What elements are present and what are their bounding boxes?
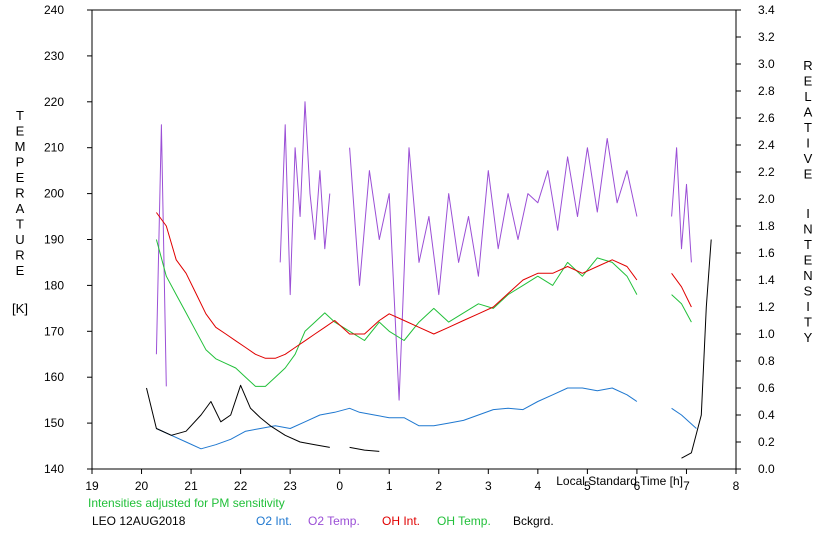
legend: O2 Int. O2 Temp. OH Int. OH Temp. Bckgrd… — [256, 514, 554, 528]
y-left-label-letter: T — [16, 217, 24, 232]
x-tick-label: 21 — [184, 479, 198, 493]
y-right-label-letter: R — [803, 58, 812, 73]
legend-oh-int: OH Int. — [382, 514, 420, 528]
series-line-oh-int — [155, 212, 692, 359]
x-tick-label: 7 — [683, 479, 690, 493]
y-right-tick-label: 0.6 — [758, 381, 775, 395]
series-line-bckgrd — [146, 239, 712, 459]
y-right-label-letter: E — [804, 74, 813, 89]
y-left-label-letter: M — [15, 139, 26, 154]
y-right-tick-label: 0.8 — [758, 354, 775, 368]
y-left-label-letter: T — [16, 108, 24, 123]
y-right-tick-label: 2.2 — [758, 165, 775, 179]
y-right-tick-label: 1.4 — [758, 273, 775, 287]
y-right-label-letter: T — [804, 237, 812, 252]
x-tick-label: 2 — [435, 479, 442, 493]
y-right-label-letter: N — [803, 268, 812, 283]
x-tick-label: 1 — [386, 479, 393, 493]
y-right-tick-label: 1.8 — [758, 219, 775, 233]
y-left-tick-label: 140 — [44, 462, 64, 476]
x-tick-label: 8 — [733, 479, 740, 493]
y-left-label-letter: E — [16, 170, 25, 185]
y-right-label-letter: I — [806, 299, 810, 314]
y-right-label-letter: L — [804, 89, 811, 104]
x-tick-label: 22 — [234, 479, 248, 493]
legend-oh-temp: OH Temp. — [437, 514, 491, 528]
y-right-label-letter: A — [804, 105, 813, 120]
y-right-label-letter: N — [803, 222, 812, 237]
y-right-tick-label: 1.6 — [758, 246, 775, 260]
y-left-tick-label: 180 — [44, 278, 64, 292]
y-right-label-letter: E — [804, 167, 813, 182]
legend-o2-temp: O2 Temp. — [308, 514, 360, 528]
series-line-o2-int — [156, 387, 697, 450]
y-left-label-letter: R — [15, 248, 24, 263]
y-right-tick-label: 3.0 — [758, 57, 775, 71]
y-right-label-letter: Y — [804, 330, 813, 345]
y-left-tick-label: 210 — [44, 141, 64, 155]
y-left-label-letter: R — [15, 186, 24, 201]
y-left-tick-label: 200 — [44, 187, 64, 201]
y-right-tick-label: 2.6 — [758, 111, 775, 125]
series-line-oh-temp — [155, 239, 692, 387]
y-left-label-letter: P — [16, 155, 25, 170]
y-left-unit: [K] — [12, 301, 28, 316]
y-left-tick-label: 190 — [44, 233, 64, 247]
station-label: LEO 12AUG2018 — [92, 514, 186, 528]
y-right-tick-label: 1.0 — [758, 327, 775, 341]
y-left-tick-label: 150 — [44, 416, 64, 430]
legend-bckgrd: Bckgrd. — [513, 514, 554, 528]
y-right-label-letter: I — [806, 136, 810, 151]
y-left-tick-label: 240 — [44, 3, 64, 17]
y-right-tick-label: 1.2 — [758, 300, 775, 314]
y-left-tick-label: 160 — [44, 370, 64, 384]
x-tick-label: 5 — [584, 479, 591, 493]
y-right-label-letter: T — [804, 120, 812, 135]
x-tick-label: 0 — [336, 479, 343, 493]
x-tick-label: 6 — [634, 479, 641, 493]
series-line-o2-temp — [155, 101, 692, 401]
x-tick-label: 3 — [485, 479, 492, 493]
ticks-layer: 19 20 21 22 23 0 1 2 3 4 5 6 7 8140150160170180190200… — [44, 3, 775, 493]
y-left-label-letter: U — [15, 232, 24, 247]
y-right-label-letter: I — [806, 206, 810, 221]
legend-o2-int: O2 Int. — [256, 514, 292, 528]
y-right-label-letter: S — [804, 284, 813, 299]
y-right-tick-label: 0.0 — [758, 462, 775, 476]
plot-area — [91, 9, 737, 470]
y-right-tick-label: 3.2 — [758, 30, 775, 44]
y-right-tick-label: 3.4 — [758, 3, 775, 17]
y-right-tick-label: 2.0 — [758, 192, 775, 206]
y-left-tick-label: 230 — [44, 49, 64, 63]
y-right-tick-label: 2.8 — [758, 84, 775, 98]
y-left-label-letter: A — [16, 201, 25, 216]
y-right-tick-label: 2.4 — [758, 138, 775, 152]
y-left-label-letter: E — [16, 263, 25, 278]
x-tick-label: 23 — [283, 479, 297, 493]
series-layer — [146, 101, 712, 459]
footnote-sensitivity: Intensities adjusted for PM sensitivity — [88, 496, 285, 510]
y-right-tick-label: 0.4 — [758, 408, 775, 422]
y-left-label-letter: E — [16, 124, 25, 139]
y-right-label-letter: E — [804, 253, 813, 268]
y-right-label-letter: V — [804, 151, 813, 166]
y-left-tick-label: 220 — [44, 95, 64, 109]
x-axis-label: Local Standard Time [h] — [556, 474, 683, 488]
x-tick-label: 20 — [135, 479, 149, 493]
y-left-tick-label: 170 — [44, 324, 64, 338]
x-tick-label: 19 — [85, 479, 99, 493]
x-tick-label: 4 — [535, 479, 542, 493]
y-right-label-letter: T — [804, 315, 812, 330]
y-right-tick-label: 0.2 — [758, 435, 775, 449]
